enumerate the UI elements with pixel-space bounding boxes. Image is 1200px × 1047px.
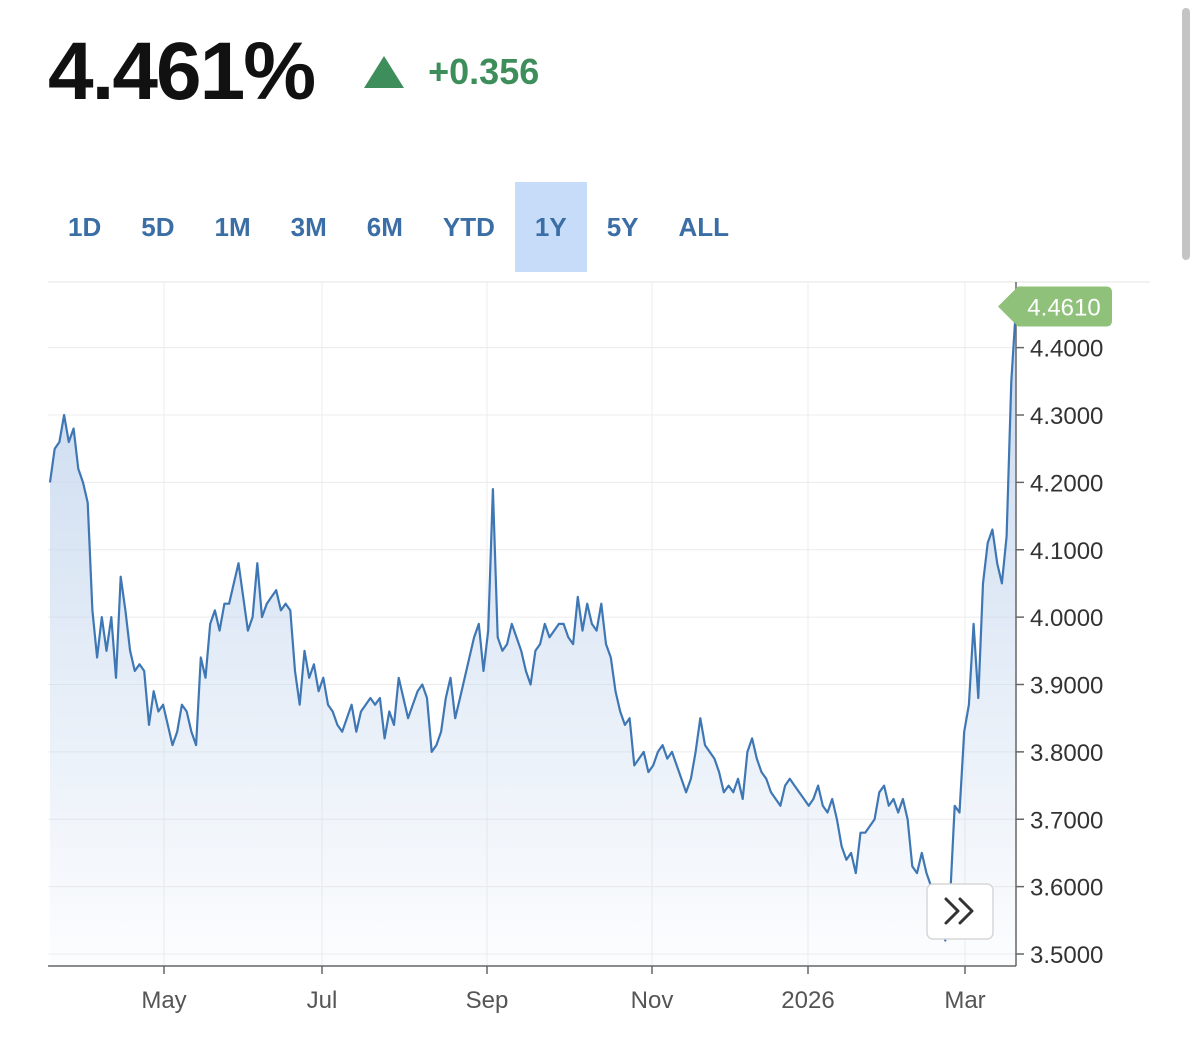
x-tick-label: Nov: [631, 987, 674, 1014]
tab-5y[interactable]: 5Y: [606, 211, 639, 242]
y-tick-label: 3.7000: [1030, 807, 1103, 834]
tab-6m[interactable]: 6M: [366, 211, 403, 242]
range-tabs: 1D 5D 1M 3M 6M YTD 1Y 5Y ALL: [48, 182, 749, 272]
nav-button-box[interactable]: [926, 883, 994, 940]
y-tick-label: 3.8000: [1030, 740, 1103, 767]
last-value-badge: 4.4610: [998, 286, 1112, 327]
tab-1m[interactable]: 1M: [214, 211, 251, 242]
tab-1y[interactable]: 1Y: [514, 182, 587, 272]
up-arrow-icon: [364, 56, 405, 88]
last-value-label: 4.4610: [1027, 295, 1100, 322]
y-tick-label: 4.4000: [1030, 336, 1103, 363]
y-tick-label: 4.3000: [1030, 403, 1103, 430]
y-tick-label: 4.2000: [1030, 470, 1103, 497]
x-tick-label: 2026: [781, 987, 834, 1014]
chart-axes: 3.5000 3.6000 3.7000 3.8000 3.9000 4.0000 4.10…: [48, 282, 1103, 1014]
price-change: +0.356: [428, 51, 540, 92]
price-value: 4.461%: [48, 26, 316, 117]
tab-ytd[interactable]: YTD: [442, 211, 495, 242]
scroll-forward-button[interactable]: [926, 883, 994, 940]
double-chevron-right-icon: [944, 897, 974, 925]
series-line: [48, 306, 1018, 942]
y-tick-label: 3.9000: [1030, 673, 1103, 700]
tab-3m[interactable]: 3M: [290, 211, 327, 242]
y-tick-label: 4.0000: [1030, 605, 1103, 632]
tab-all[interactable]: ALL: [678, 211, 730, 242]
x-tick-label: Jul: [307, 987, 338, 1014]
badge-shape: [998, 286, 1112, 327]
y-tick-label: 3.6000: [1030, 875, 1103, 902]
y-tick-label: 4.1000: [1030, 538, 1103, 565]
x-tick-label: Sep: [466, 987, 509, 1014]
x-tick-label: May: [141, 987, 186, 1014]
y-tick-label: 3.5000: [1030, 942, 1103, 969]
x-tick-label: Mar: [944, 987, 985, 1014]
series-area: [50, 306, 1016, 966]
quote-header: 4.461% +0.356: [48, 22, 539, 122]
tab-5d[interactable]: 5D: [141, 211, 175, 242]
tab-1d[interactable]: 1D: [68, 211, 102, 242]
page-scrollbar[interactable]: [1182, 8, 1190, 260]
